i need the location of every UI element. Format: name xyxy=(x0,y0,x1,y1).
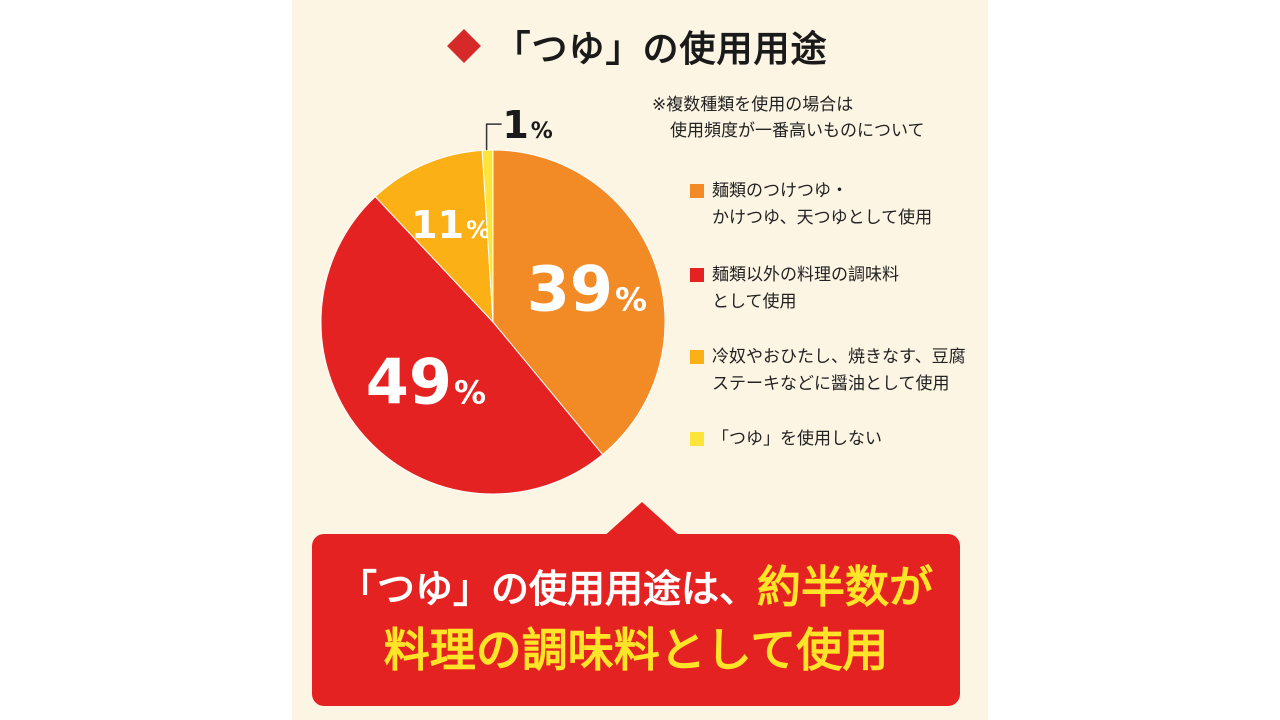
note-line-2: 使用頻度が一番高いものについて xyxy=(670,121,925,141)
legend-item-noodle: 麺類のつけつゆ・ かけつゆ、天つゆとして使用 xyxy=(690,178,932,232)
pie-slice-soy xyxy=(374,149,494,324)
note-line-1: ※複数種類を使用の場合は xyxy=(652,95,854,115)
legend-swatch-seasoning xyxy=(690,268,704,282)
callout-pointer xyxy=(602,502,682,538)
legend-swatch-noodle xyxy=(690,184,704,198)
pie-slice-noodle xyxy=(492,149,666,456)
pie-label-noodle: 39% xyxy=(527,253,647,326)
legend-label-seasoning: 麺類以外の料理の調味料 として使用 xyxy=(712,265,899,312)
pie-slice-none xyxy=(481,149,494,323)
pie-label-seasoning: 49% xyxy=(366,345,486,418)
legend-item-none: 「つゆ」を使用しない xyxy=(690,426,882,453)
legend-item-seasoning: 麺類以外の料理の調味料 として使用 xyxy=(690,262,899,316)
callout-line-2: 料理の調味料として使用 xyxy=(383,622,889,677)
summary-callout: 「つゆ」の使用用途は、約半数が 料理の調味料として使用 xyxy=(312,534,960,706)
pie-label-none: 1% xyxy=(502,103,553,147)
callout-line-1: 「つゆ」の使用用途は、約半数が xyxy=(339,559,933,618)
pie-leader-line-none xyxy=(485,123,502,151)
pie-label-soy: 11% xyxy=(411,203,490,247)
chart-title-text: 「つゆ」の使用用途 xyxy=(494,29,828,70)
legend-swatch-soy xyxy=(690,350,704,364)
chart-title: 「つゆ」の使用用途 xyxy=(292,18,988,74)
legend-swatch-none xyxy=(690,432,704,446)
legend-label-soy: 冷奴やおひたし、焼きなす、豆腐 ステーキなどに醤油として使用 xyxy=(712,347,966,394)
legend-label-noodle: 麺類のつけつゆ・ かけつゆ、天つゆとして使用 xyxy=(712,181,933,228)
callout-line-1-highlight: 約半数が xyxy=(757,561,933,613)
legend-label-none: 「つゆ」を使用しない xyxy=(712,429,882,449)
chart-note: ※複数種類を使用の場合は 使用頻度が一番高いものについて xyxy=(652,92,972,144)
legend-item-soy: 冷奴やおひたし、焼きなす、豆腐 ステーキなどに醤油として使用 xyxy=(690,344,966,398)
pie-slice-seasoning xyxy=(320,195,604,495)
callout-line-1-white: 「つゆ」の使用用途は、 xyxy=(338,566,757,611)
